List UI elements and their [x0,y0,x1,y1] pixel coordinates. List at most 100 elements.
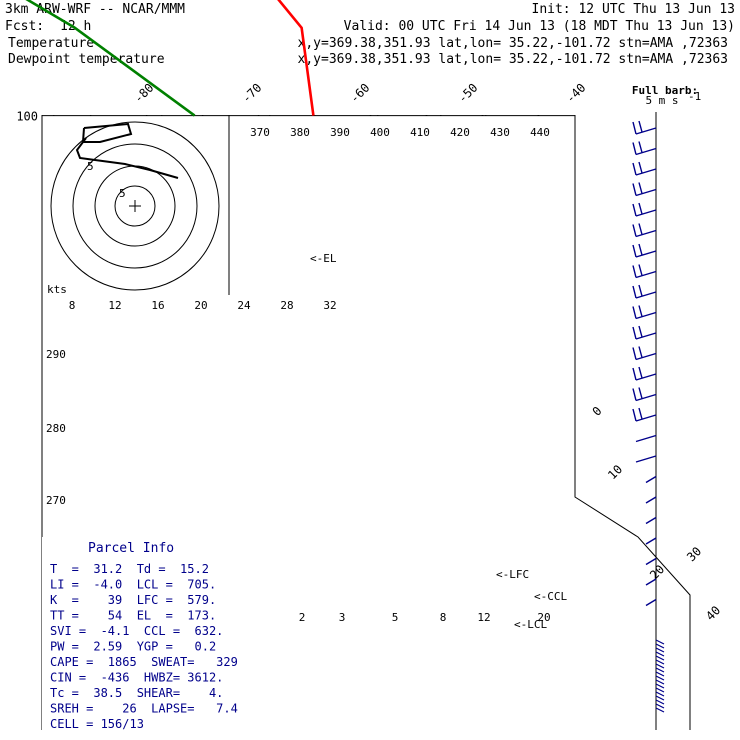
hodograph-speed-label: 8 [69,299,76,312]
wind-barb [655,707,665,713]
level-markers: <-EL <-LFC <-CCL <-LCL [310,252,567,631]
parcel-info-box: Parcel Info T = 31.2 Td = 15.2 LI = -4.0 … [42,537,238,731]
wind-barb [655,675,665,681]
dry-adiabat-label: 270 [46,494,66,507]
wind-barb [655,691,665,697]
parcel-info-row: SVI = -4.1 CCL = 632. [50,624,223,638]
valid-time: Valid: 00 UTC Fri 14 Jun 13 (18 MDT Thu … [344,19,735,34]
parcel-info-row: LI = -4.0 LCL = 705. [50,578,216,592]
wind-barb-flag [632,121,637,135]
barb-legend-title: Full barb: [632,84,698,97]
wind-barb [655,651,665,657]
wind-barb-flag [632,388,637,401]
wind-barb-flag [632,326,637,340]
wind-barb-flag [632,142,637,155]
dry-adiabat-label: 280 [46,422,66,435]
hodograph-speed-labels: 8 12 16 20 24 28 32 [69,299,337,312]
wind-barb [645,578,657,586]
wind-barb [635,332,657,340]
wind-barb [635,250,657,258]
mixing-ratio-label: 20 [537,611,550,624]
level-marker-label: <-CCL [534,590,567,603]
mixing-ratio-label: 8 [440,611,447,624]
dewpoint-legend-label: Dewpoint temperature [8,52,165,67]
wind-barb [645,475,657,484]
wind-barb [655,667,665,673]
wind-barb-flag [632,285,637,299]
wind-barb-flag [638,202,643,215]
wind-barb [655,659,665,665]
wind-barb-flag [638,366,643,379]
wind-barb-flag [632,183,637,196]
wind-barb [655,703,665,709]
wind-barb-flag [632,224,637,237]
hodograph-speed-label: 32 [323,299,336,312]
theta-label: 420 [450,126,470,139]
parcel-info-row: T = 31.2 Td = 15.2 [50,562,209,576]
wind-barb-flag [638,161,643,174]
parcel-info-row: SREH = 26 LAPSE= 7.4 [50,702,238,716]
wind-barb [635,455,657,463]
wind-barb-flag [638,407,643,420]
dewpoint-location-info: x,y=369.38,351.93 lat,lon= 35.22,-101.72… [298,52,728,67]
hodograph-ring-label: 5 [119,187,126,200]
wind-barb-flag [632,306,637,319]
wind-barb [635,188,657,197]
temperature-legend-label: Temperature [8,36,94,51]
forecast-label: Fcst: [5,19,44,34]
parcel-info-row: Tc = 38.5 SHEAR= 4. [50,686,223,700]
mixing-ratio-label: 2 [299,611,306,624]
wind-barb-flag [638,325,643,338]
wind-barb [635,414,657,422]
wind-barb [645,537,657,545]
temperature-location-info: x,y=369.38,351.93 lat,lon= 35.22,-101.72… [298,36,728,51]
hodograph-speed-label: 12 [108,299,121,312]
hodograph-ring [114,185,156,227]
wind-barb [655,647,665,653]
wind-barb [655,679,665,685]
wind-barb [635,311,657,320]
theta-label: 410 [410,126,430,139]
wind-barb [645,557,657,566]
pressure-axis-labels: 1002003004005006007008009001000 [16,110,38,124]
hodograph-speed-label: 24 [237,299,251,312]
plot-right-border [574,115,691,730]
parcel-info-rows: T = 31.2 Td = 15.2 LI = -4.0 LCL = 705.K … [50,562,238,731]
mixing-ratio-label: 5 [392,611,399,624]
level-marker-label: <-LFC [496,568,529,581]
wind-barb [655,683,665,689]
wind-barb [635,127,657,135]
parcel-info-row: CAPE = 1865 SWEAT= 329 [50,655,238,669]
wind-barb [635,373,657,381]
hodograph-speed-label: 28 [280,299,293,312]
barb-legend-unit-exponent: -1 [688,90,701,103]
wind-barb-flag [632,347,637,360]
wind-barb [655,687,665,693]
wind-barb-flag [632,408,637,422]
wind-barb [645,598,657,607]
wind-barb [655,639,665,645]
dry-adiabat-label: 290 [46,348,66,361]
hodograph-ring [50,121,220,291]
wind-barb-flag [638,243,643,256]
wind-barb-flag [638,346,643,358]
wind-barb [635,434,657,443]
hodograph-speed-unit: kts [47,283,67,296]
model-title: 3km ARW-WRF -- NCAR/MMM [5,2,185,17]
theta-label: 400 [370,126,390,139]
wind-barb [635,209,657,217]
level-marker-label: <-EL [310,252,337,265]
wind-barb [655,671,665,677]
wind-barb [655,663,665,669]
wind-barb [635,229,657,238]
wind-barb [635,270,657,279]
theta-label: 380 [290,126,310,139]
theta-label: 440 [530,126,550,139]
hodograph-trace [81,122,133,143]
wind-barb [635,352,657,361]
hodograph: 5 5 kts 8 12 16 20 24 28 32 [47,115,337,312]
wind-barb [635,147,657,156]
wind-barb [635,393,657,402]
parcel-info-row: PW = 2.59 YGP = 0.2 [50,640,216,654]
